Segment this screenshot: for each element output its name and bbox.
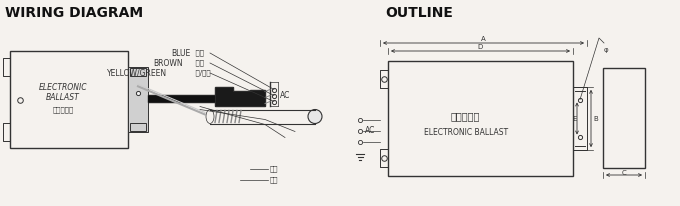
- Text: OUTLINE: OUTLINE: [385, 6, 453, 20]
- Text: AC: AC: [365, 126, 375, 135]
- Text: C: C: [622, 170, 626, 176]
- Text: AC: AC: [280, 91, 290, 100]
- Ellipse shape: [206, 110, 214, 124]
- Text: 棕线: 棕线: [191, 60, 204, 66]
- Text: φ: φ: [604, 47, 609, 53]
- Text: ELECTRONIC BALLAST: ELECTRONIC BALLAST: [424, 128, 508, 137]
- Polygon shape: [215, 87, 265, 105]
- Text: 黄/绻线: 黄/绻线: [191, 70, 211, 76]
- Text: 蓝线: 蓝线: [191, 50, 204, 56]
- Bar: [128, 67, 148, 132]
- Bar: [10, 51, 128, 148]
- Text: YELLOW/GREEN: YELLOW/GREEN: [107, 69, 167, 77]
- Text: A: A: [481, 36, 486, 42]
- Bar: [130, 123, 146, 131]
- Text: 电子镇流器: 电子镇流器: [451, 111, 480, 121]
- Text: D: D: [478, 44, 483, 50]
- Text: 蓝线: 蓝线: [270, 166, 279, 172]
- Text: BROWN: BROWN: [154, 59, 183, 68]
- Text: WIRING DIAGRAM: WIRING DIAGRAM: [5, 6, 143, 20]
- Bar: [603, 68, 645, 168]
- Text: 棕线: 棕线: [270, 177, 279, 183]
- Text: B: B: [593, 116, 598, 122]
- Text: 电子镇流器: 电子镇流器: [52, 106, 73, 113]
- Bar: [388, 61, 573, 176]
- Bar: [130, 68, 146, 76]
- Bar: [573, 87, 587, 150]
- Text: BLUE: BLUE: [171, 48, 190, 57]
- Text: ELECTRONIC: ELECTRONIC: [39, 83, 88, 92]
- Ellipse shape: [308, 110, 322, 124]
- Text: BALLAST: BALLAST: [46, 93, 80, 102]
- Text: E: E: [572, 116, 577, 122]
